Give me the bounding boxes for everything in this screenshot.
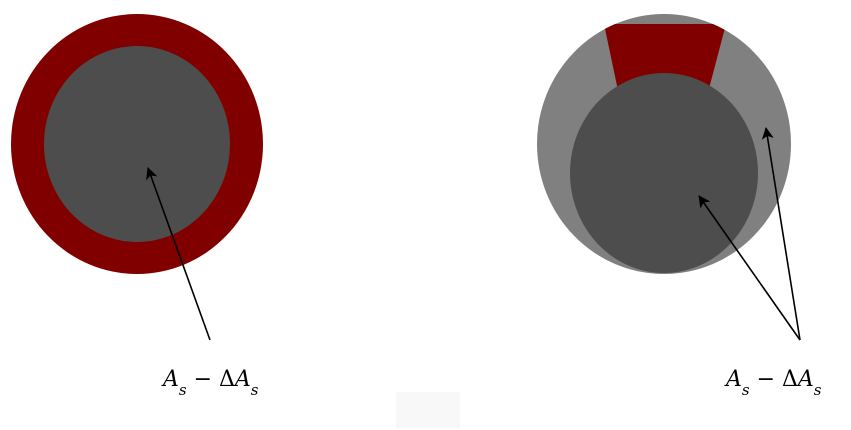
left-figure: As − ΔAs bbox=[11, 14, 263, 399]
left-label: As − ΔAs bbox=[161, 367, 259, 399]
right-label: As − ΔAs bbox=[724, 367, 822, 399]
blank-placeholder-box bbox=[396, 392, 460, 428]
right-arrow-inner bbox=[698, 195, 801, 341]
right-arrow-outer bbox=[761, 127, 801, 341]
right-inner-disk bbox=[570, 73, 758, 273]
left-inner-disk bbox=[44, 46, 230, 242]
left-arrow bbox=[146, 167, 211, 341]
right-figure: As − ΔAs bbox=[537, 14, 822, 399]
